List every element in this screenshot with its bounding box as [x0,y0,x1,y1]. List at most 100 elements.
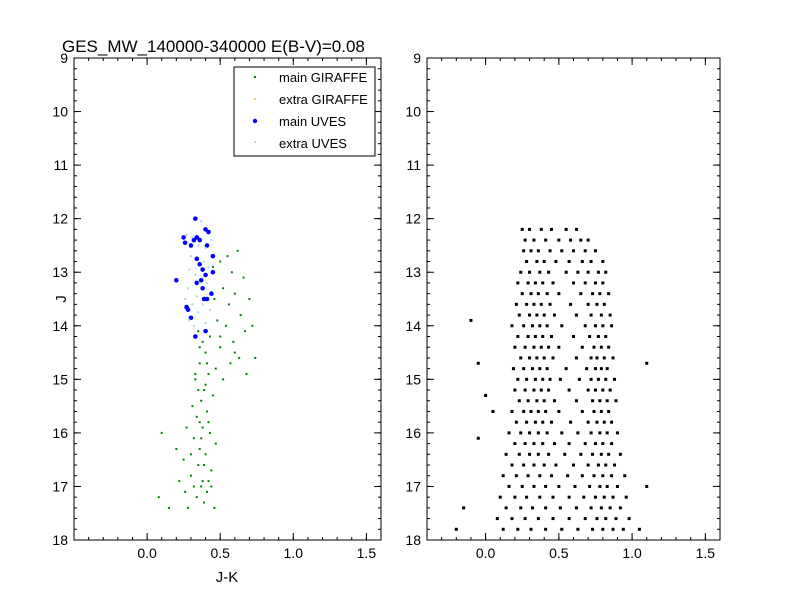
data-point-star [564,270,568,274]
data-point-star [589,260,593,264]
data-point-star [624,495,628,499]
data-point-star [610,474,614,478]
data-point-star [536,292,540,296]
data-point-star [522,324,526,328]
data-point-star [545,324,549,328]
y-axis-label: J [53,295,70,303]
x-tick-label: 1.5 [357,545,377,561]
data-point-star [583,249,587,253]
legend-label-main-uves: main UVES [279,114,347,129]
data-point-star [567,442,571,446]
left-panel: 0.0 0.5 1.0 1.5 9 10 11 12 13 14 15 16 17 18 [52,50,382,561]
data-point-star [604,270,608,274]
data-point-star [539,388,543,392]
y-tick-label: 15 [52,371,68,387]
data-point-extra-uves [192,324,195,327]
data-point-main-giraffe [208,335,211,338]
data-point-main-giraffe [213,506,216,509]
data-point-star [586,238,590,242]
data-point-extra-uves [187,287,190,290]
y-tick-label: 14 [52,318,68,334]
data-point-star [586,463,590,467]
data-point-main-giraffe [200,485,203,488]
data-point-star [601,281,605,285]
data-point-star [550,227,554,231]
data-point-star [545,431,549,435]
data-point-star [532,302,536,306]
data-point-star [589,377,593,381]
data-point-star [533,334,537,338]
data-point-main-giraffe [189,453,192,456]
data-point-star [554,463,558,467]
data-point-main-uves [203,328,208,334]
data-point-extra-uves [206,281,209,284]
data-point-star [536,409,540,413]
data-point-star [522,367,526,371]
data-point-star [580,260,584,264]
data-point-star [551,517,555,521]
data-point-main-giraffe [203,501,206,504]
data-point-star [591,452,595,456]
data-point-extra-uves [198,281,201,284]
data-point-main-giraffe [206,490,209,493]
data-point-star [541,281,545,285]
y-tick-label: 15 [405,371,421,387]
data-point-main-giraffe [197,389,200,392]
data-point-main-giraffe [251,324,254,327]
data-point-star [580,345,584,349]
data-point-star [548,249,552,253]
data-point-star [526,334,530,338]
data-point-main-giraffe [203,389,206,392]
x-tick-label: 1.5 [696,545,716,561]
data-point-star [596,270,600,274]
data-point-extra-uves [191,236,194,239]
data-point-main-uves [194,256,200,262]
data-point-star [595,356,599,360]
data-point-main-giraffe [200,399,203,402]
data-point-star [605,399,609,403]
data-point-star [538,324,542,328]
data-point-star [544,484,548,488]
data-point-star [607,292,611,296]
data-point-star [542,313,546,317]
data-point-main-giraffe [178,480,181,483]
data-point-star [615,484,619,488]
data-point-star [563,452,567,456]
data-point-star [569,420,573,424]
data-point-star [538,367,542,371]
data-point-star [551,281,555,285]
data-point-star [541,334,545,338]
legend-marker-extra-uves [254,141,256,143]
y-tick-label: 14 [405,318,421,334]
legend: main GIRAFFE extra GIRAFFE main UVES ext… [233,66,376,157]
y-tick-label: 9 [60,50,68,66]
data-point-star [532,388,536,392]
data-point-star [601,442,605,446]
data-point-star [637,527,641,531]
data-point-main-giraffe [222,287,225,290]
data-point-star [523,238,527,242]
y-tick-label: 17 [405,478,421,494]
plot-points [157,216,257,509]
data-point-star [520,484,524,488]
data-point-star [576,431,580,435]
data-point-star [516,334,520,338]
data-point-star [533,377,537,381]
data-point-star [610,442,614,446]
data-point-star [572,281,575,285]
data-point-star [547,452,551,456]
data-point-extra-uves [189,255,192,258]
data-point-star [608,313,612,317]
data-point-star [595,517,599,521]
data-point-star [567,517,571,521]
data-point-star [557,409,561,413]
y-tick-label: 11 [406,157,421,173]
data-point-star [491,409,495,413]
data-point-star [585,367,589,371]
data-point-star [551,495,555,499]
data-point-extra-uves [185,233,188,236]
data-point-star [604,463,608,467]
data-point-main-giraffe [203,464,206,467]
data-point-star [454,527,458,531]
data-point-star [593,388,597,392]
